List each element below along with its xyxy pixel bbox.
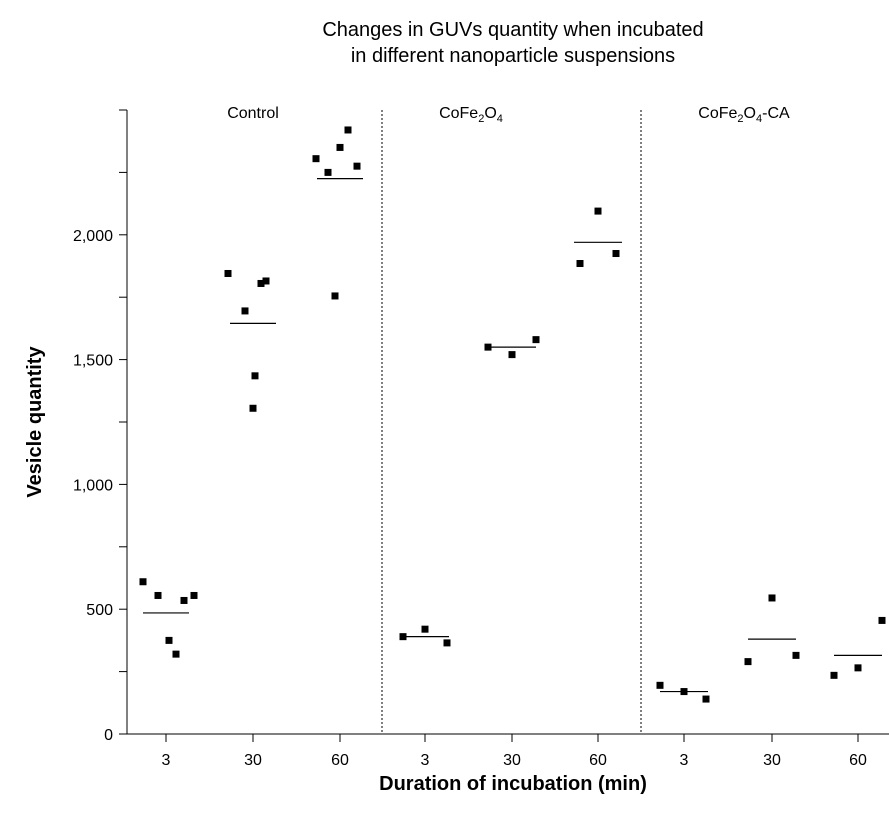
x-tick-label: 30 [763, 752, 781, 769]
group-label: CoFe2O4-CA [698, 105, 790, 125]
data-point [854, 664, 862, 672]
x-tick-label: 60 [331, 752, 349, 769]
data-point [768, 594, 776, 602]
data-point [180, 596, 188, 604]
y-tick-label: 0 [104, 727, 113, 744]
y-tick-label: 1,500 [73, 353, 113, 370]
data-point [139, 578, 147, 586]
data-point [331, 292, 339, 300]
x-tick-label: 30 [244, 752, 262, 769]
data-point [324, 168, 332, 176]
group-label: Control [227, 105, 279, 122]
group-labels: Control CoFe2O4 CoFe2O4-CA [227, 105, 790, 125]
data-point [656, 681, 664, 689]
data-point [702, 695, 710, 703]
data-point [830, 671, 838, 679]
data-marks [139, 126, 886, 703]
chart-title: Changes in GUVs quantity when incubated i… [322, 19, 703, 67]
chart-title-line: Changes in GUVs quantity when incubated [322, 19, 703, 41]
group-label: CoFe2O4 [439, 105, 503, 125]
x-tick-label: 60 [589, 752, 607, 769]
mean-lines [143, 178, 882, 693]
x-tick-label: 3 [162, 752, 171, 769]
data-point [576, 260, 584, 268]
data-point [792, 651, 800, 659]
x-tick-label: 3 [680, 752, 689, 769]
data-point [353, 162, 361, 170]
data-point [612, 250, 620, 258]
data-point [241, 307, 249, 315]
axes: 0 500 1,000 1,500 2,000 3 30 60 3 30 60 3 30 60 [73, 109, 889, 769]
group-separators [381, 110, 642, 734]
data-point [257, 279, 265, 287]
data-point [190, 591, 198, 599]
x-tick-label: 60 [849, 752, 867, 769]
data-point [744, 658, 752, 666]
data-point [262, 277, 270, 285]
y-tick-label: 2,000 [73, 228, 113, 245]
data-point [172, 650, 180, 658]
data-point [878, 616, 886, 624]
x-tick-label: 30 [503, 752, 521, 769]
data-point [508, 351, 516, 359]
data-point [421, 625, 429, 633]
y-tick-label: 1,000 [73, 477, 113, 494]
data-point [165, 636, 173, 644]
y-tick-label: 500 [86, 602, 113, 619]
y-axis-label: Vesicle quantity [24, 346, 46, 498]
x-tick-label: 3 [421, 752, 430, 769]
data-point [249, 404, 257, 412]
data-point [224, 269, 232, 277]
data-point [443, 639, 451, 647]
data-point [344, 126, 352, 134]
data-point [154, 591, 162, 599]
data-point [336, 143, 344, 151]
x-axis-label: Duration of incubation (min) [379, 773, 647, 795]
chart-title-line: in different nanoparticle suspensions [351, 45, 675, 67]
data-point [312, 155, 320, 163]
data-point [532, 336, 540, 344]
data-point [594, 207, 602, 215]
data-point [251, 372, 259, 380]
